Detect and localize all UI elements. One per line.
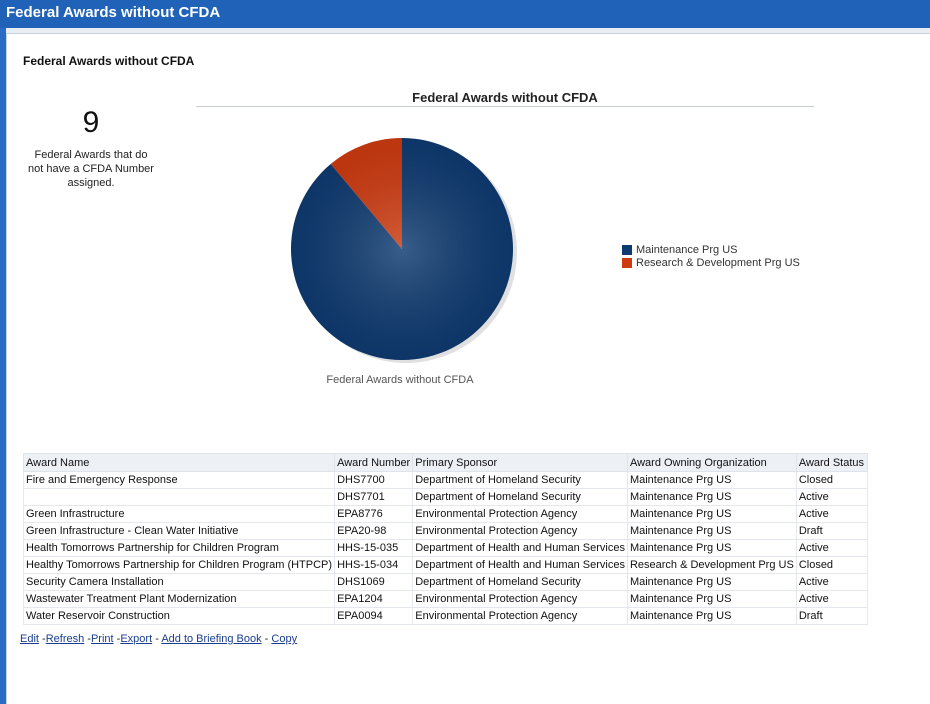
pie-shading xyxy=(291,138,513,360)
cell-award-status: Active xyxy=(795,505,868,523)
add-to-briefing-book-link[interactable]: Add to Briefing Book xyxy=(161,633,262,645)
cell-award-status: Active xyxy=(795,488,868,506)
cell-award-name: Health Tomorrows Partnership for Childre… xyxy=(22,539,336,557)
cell-award-status: Active xyxy=(795,539,868,557)
cell-award-status: Active xyxy=(795,573,868,591)
legend-item-maintenance[interactable]: Maintenance Prg US xyxy=(622,244,800,256)
refresh-link[interactable]: Refresh xyxy=(45,633,85,645)
cell-award-status: Closed xyxy=(795,471,868,489)
cell-award-name: Healthy Tomorrows Partnership for Childr… xyxy=(22,556,336,574)
cell-award-name: Wastewater Treatment Plant Modernization xyxy=(22,590,336,608)
cell-owning-org: Maintenance Prg US xyxy=(626,522,797,540)
kpi-description: Federal Awards that do not have a CFDA N… xyxy=(28,149,154,189)
column-header-award-name[interactable]: Award Name xyxy=(22,453,336,472)
cell-owning-org: Maintenance Prg US xyxy=(626,590,797,608)
cell-award-number: EPA1204 xyxy=(334,590,414,608)
cell-primary-sponsor: Department of Homeland Security xyxy=(412,488,628,506)
chart-caption: Federal Awards without CFDA xyxy=(326,374,474,386)
cell-owning-org: Research & Development Prg US xyxy=(626,556,797,574)
cell-owning-org: Maintenance Prg US xyxy=(626,505,797,523)
awards-table: Award Name Award Number Primary Sponsor … xyxy=(22,453,868,625)
edit-link[interactable]: Edit xyxy=(20,633,39,645)
legend-label-research: Research & Development Prg US xyxy=(636,257,800,269)
column-header-primary-sponsor[interactable]: Primary Sponsor xyxy=(412,453,628,472)
window-title: Federal Awards without CFDA xyxy=(0,0,930,28)
cell-award-number: HHS-15-034 xyxy=(334,556,414,574)
table-row: Green Infrastructure - Clean Water Initi… xyxy=(22,522,868,540)
chart-title-divider xyxy=(196,106,814,107)
left-frame-border xyxy=(0,28,6,704)
column-header-award-status[interactable]: Award Status xyxy=(795,453,868,472)
cell-owning-org: Maintenance Prg US xyxy=(626,573,797,591)
table-row: Water Reservoir Construction EPA0094 Env… xyxy=(22,607,868,625)
cell-award-number: EPA8776 xyxy=(334,505,414,523)
print-link[interactable]: Print xyxy=(90,633,114,645)
cell-award-status: Draft xyxy=(795,607,868,625)
legend-label-maintenance: Maintenance Prg US xyxy=(636,244,738,256)
cell-primary-sponsor: Environmental Protection Agency xyxy=(412,590,628,608)
cell-owning-org: Maintenance Prg US xyxy=(626,488,797,506)
table-row: Security Camera Installation DHS1069 Dep… xyxy=(22,573,868,591)
cell-owning-org: Maintenance Prg US xyxy=(626,539,797,557)
cell-award-number: HHS-15-035 xyxy=(334,539,414,557)
cell-award-name xyxy=(22,488,336,506)
cell-primary-sponsor: Department of Health and Human Services xyxy=(412,539,628,557)
table-row: DHS7701 Department of Homeland Security … xyxy=(22,488,868,506)
column-header-owning-org[interactable]: Award Owning Organization xyxy=(626,453,797,472)
table-row: Green Infrastructure EPA8776 Environment… xyxy=(22,505,868,523)
cell-primary-sponsor: Environmental Protection Agency xyxy=(412,522,628,540)
cell-primary-sponsor: Environmental Protection Agency xyxy=(412,505,628,523)
cell-award-number: DHS7700 xyxy=(334,471,414,489)
link-separator: - xyxy=(264,633,272,645)
cell-award-name: Fire and Emergency Response xyxy=(22,471,336,489)
cell-owning-org: Maintenance Prg US xyxy=(626,471,797,489)
cell-award-name: Green Infrastructure xyxy=(22,505,336,523)
table-row: Wastewater Treatment Plant Modernization… xyxy=(22,590,868,608)
chart-title: Federal Awards without CFDA xyxy=(412,90,598,105)
cell-award-number: EPA20-98 xyxy=(334,522,414,540)
legend-swatch-maintenance xyxy=(622,245,632,255)
legend-item-research[interactable]: Research & Development Prg US xyxy=(622,257,800,269)
table-header-row: Award Name Award Number Primary Sponsor … xyxy=(22,453,868,472)
link-separator: - xyxy=(87,633,91,645)
cell-primary-sponsor: Department of Homeland Security xyxy=(412,471,628,489)
cell-award-number: DHS7701 xyxy=(334,488,414,506)
table-row: Healthy Tomorrows Partnership for Childr… xyxy=(22,556,868,574)
cell-award-status: Draft xyxy=(795,522,868,540)
table-row: Health Tomorrows Partnership for Childre… xyxy=(22,539,868,557)
report-links: Edit -Refresh -Print -Export - Add to Br… xyxy=(20,633,297,645)
column-header-award-number[interactable]: Award Number xyxy=(334,453,414,472)
cell-owning-org: Maintenance Prg US xyxy=(626,607,797,625)
table-row: Fire and Emergency Response DHS7700 Depa… xyxy=(22,471,868,489)
cell-award-number: EPA0094 xyxy=(334,607,414,625)
chart-legend: Maintenance Prg US Research & Developmen… xyxy=(622,244,800,270)
cell-award-name: Security Camera Installation xyxy=(22,573,336,591)
cell-award-name: Water Reservoir Construction xyxy=(22,607,336,625)
section-title: Federal Awards without CFDA xyxy=(23,54,195,68)
export-link[interactable]: Export xyxy=(120,633,153,645)
cell-award-number: DHS1069 xyxy=(334,573,414,591)
cell-primary-sponsor: Department of Health and Human Services xyxy=(412,556,628,574)
link-separator: - xyxy=(42,633,46,645)
link-separator: - xyxy=(116,633,121,645)
link-separator: - xyxy=(155,633,162,645)
cell-primary-sponsor: Environmental Protection Agency xyxy=(412,607,628,625)
kpi-value: 9 xyxy=(82,106,100,139)
cell-primary-sponsor: Department of Homeland Security xyxy=(412,573,628,591)
cell-award-status: Closed xyxy=(795,556,868,574)
copy-link[interactable]: Copy xyxy=(271,633,298,645)
cell-award-status: Active xyxy=(795,590,868,608)
legend-swatch-research xyxy=(622,258,632,268)
cell-award-name: Green Infrastructure - Clean Water Initi… xyxy=(22,522,336,540)
